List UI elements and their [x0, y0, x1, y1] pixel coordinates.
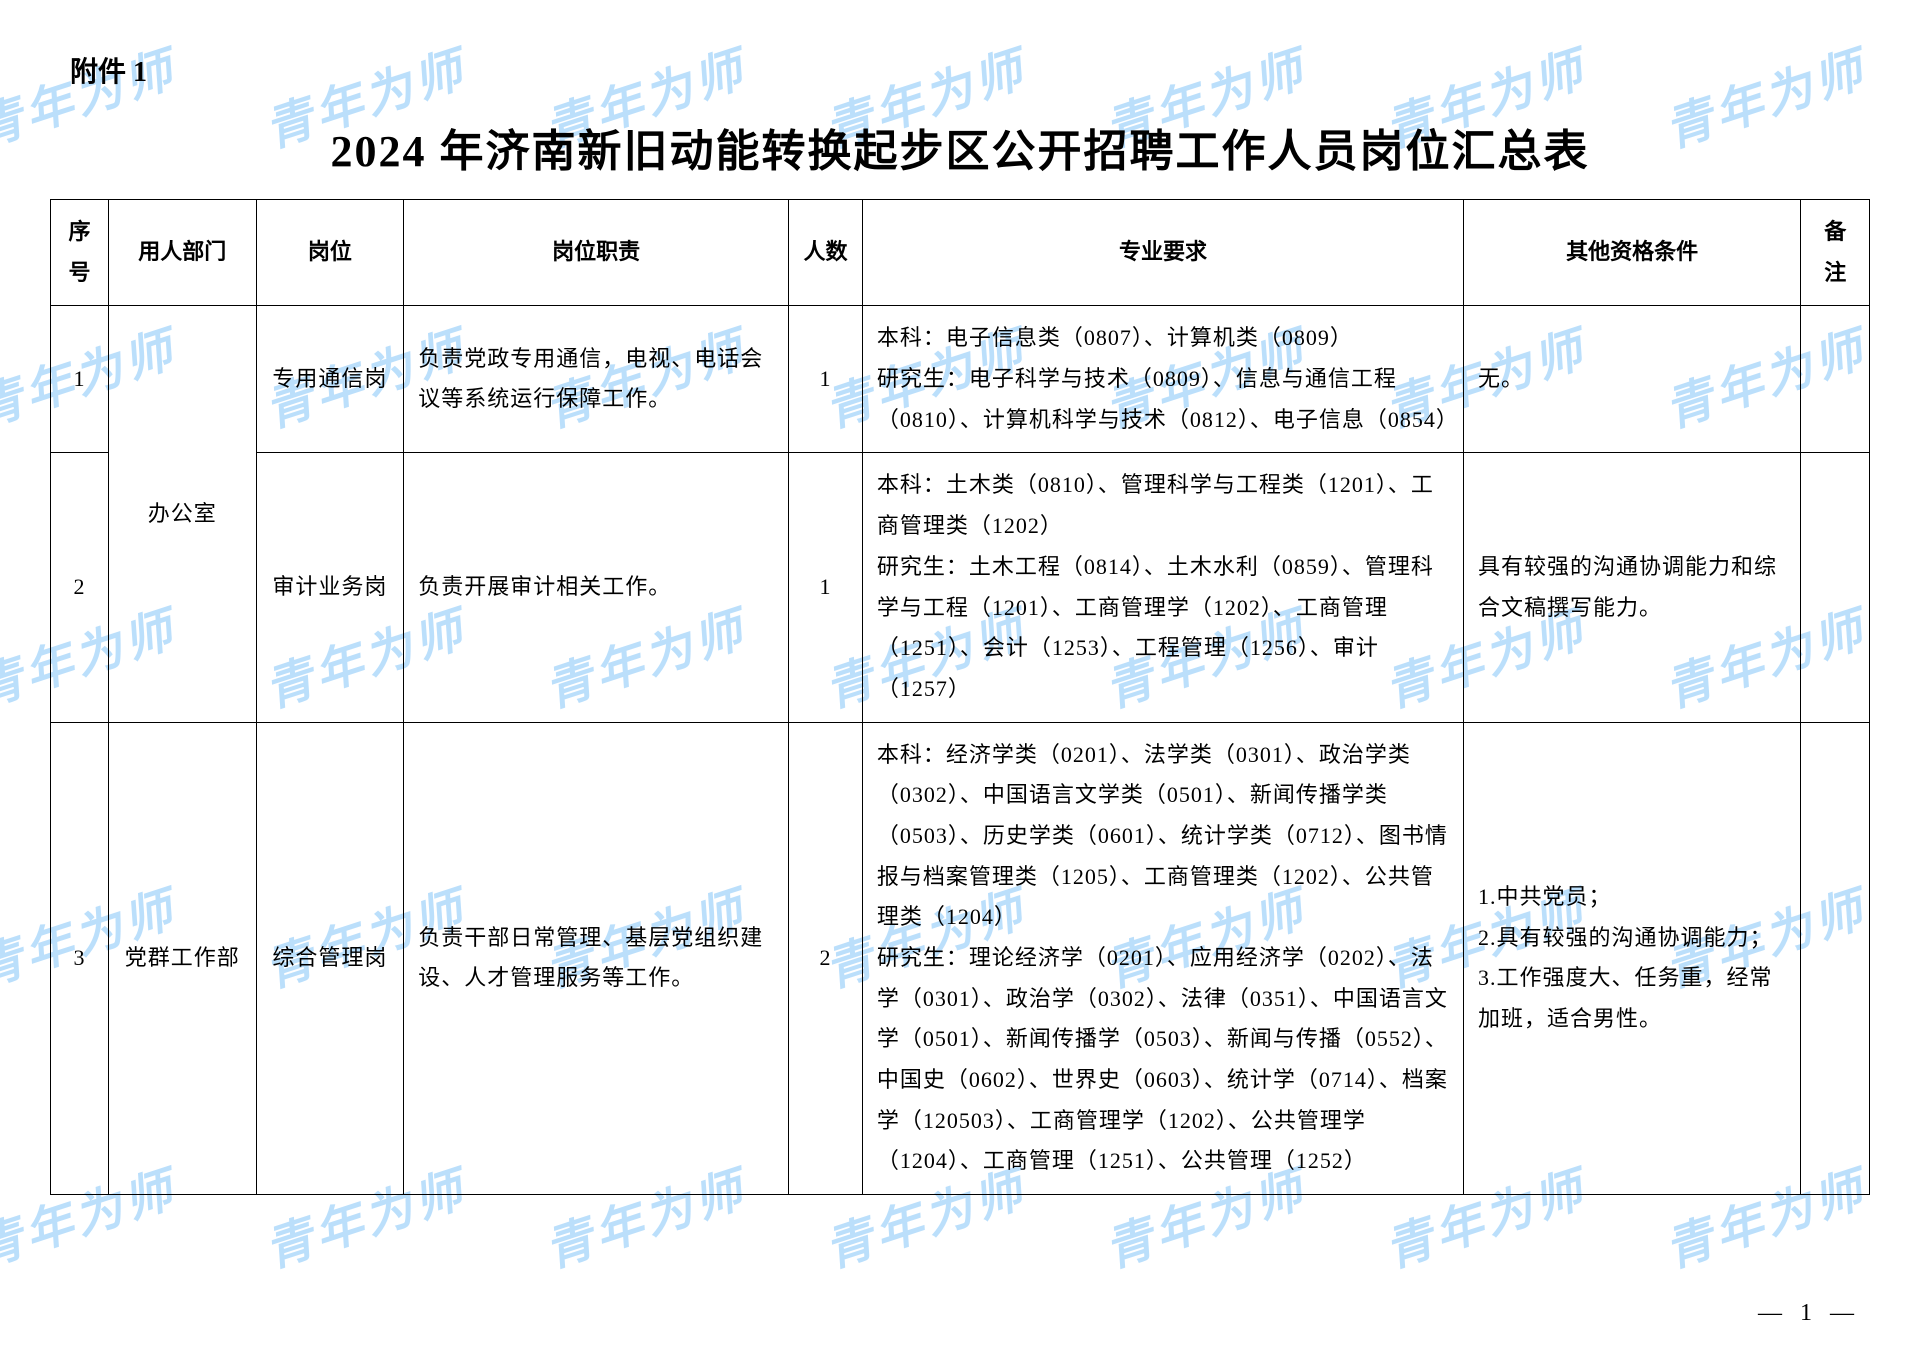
cell-major: 本科：电子信息类（0807）、计算机类（0809）研究生：电子科学与技术（080…: [862, 306, 1463, 453]
cell-position: 专用通信岗: [256, 306, 404, 453]
table-header-cell: 备注: [1801, 200, 1870, 306]
cell-other: 1.中共党员；2.具有较强的沟通协调能力；3.工作强度大、任务重，经常加班，适合…: [1463, 722, 1800, 1195]
attachment-label: 附件 1: [70, 50, 1870, 90]
table-header-cell: 岗位职责: [404, 200, 789, 306]
cell-dept: 党群工作部: [108, 722, 256, 1195]
cell-duty: 负责开展审计相关工作。: [404, 453, 789, 722]
table-row: 1办公室专用通信岗负责党政专用通信，电视、电话会议等系统运行保障工作。1本科：电…: [51, 306, 1870, 453]
table-header-cell: 用人部门: [108, 200, 256, 306]
cell-other: 具有较强的沟通协调能力和综合文稿撰写能力。: [1463, 453, 1800, 722]
cell-seq: 1: [51, 306, 109, 453]
table-header-cell: 岗位: [256, 200, 404, 306]
cell-count: 2: [789, 722, 863, 1195]
cell-major: 本科：经济学类（0201）、法学类（0301）、政治学类（0302）、中国语言文…: [862, 722, 1463, 1195]
cell-duty: 负责干部日常管理、基层党组织建设、人才管理服务等工作。: [404, 722, 789, 1195]
table-header-cell: 其他资格条件: [1463, 200, 1800, 306]
page-title: 2024 年济南新旧动能转换起步区公开招聘工作人员岗位汇总表: [50, 115, 1870, 179]
cell-dept: 办公室: [108, 306, 256, 722]
cell-note: [1801, 722, 1870, 1195]
page-number: — 1 —: [1758, 1300, 1860, 1327]
table-row: 3党群工作部综合管理岗负责干部日常管理、基层党组织建设、人才管理服务等工作。2本…: [51, 722, 1870, 1195]
cell-count: 1: [789, 306, 863, 453]
cell-note: [1801, 306, 1870, 453]
table-header-cell: 人数: [789, 200, 863, 306]
table-row: 2 审计业务岗负责开展审计相关工作。1本科：土木类（0810）、管理科学与工程类（…: [51, 453, 1870, 722]
cell-duty: 负责党政专用通信，电视、电话会议等系统运行保障工作。: [404, 306, 789, 453]
cell-major: 本科：土木类（0810）、管理科学与工程类（1201）、工商管理类（1202）研…: [862, 453, 1463, 722]
cell-position: 审计业务岗: [256, 453, 404, 722]
cell-position: 综合管理岗: [256, 722, 404, 1195]
table-header-cell: 序号: [51, 200, 109, 306]
cell-seq: 2: [51, 453, 109, 722]
table-header-row: 序号用人部门岗位岗位职责人数专业要求其他资格条件备注: [51, 200, 1870, 306]
positions-table: 序号用人部门岗位岗位职责人数专业要求其他资格条件备注 1办公室专用通信岗负责党政…: [50, 199, 1870, 1195]
cell-note: [1801, 453, 1870, 722]
cell-count: 1: [789, 453, 863, 722]
cell-other: 无。: [1463, 306, 1800, 453]
cell-seq: 3: [51, 722, 109, 1195]
table-header-cell: 专业要求: [862, 200, 1463, 306]
